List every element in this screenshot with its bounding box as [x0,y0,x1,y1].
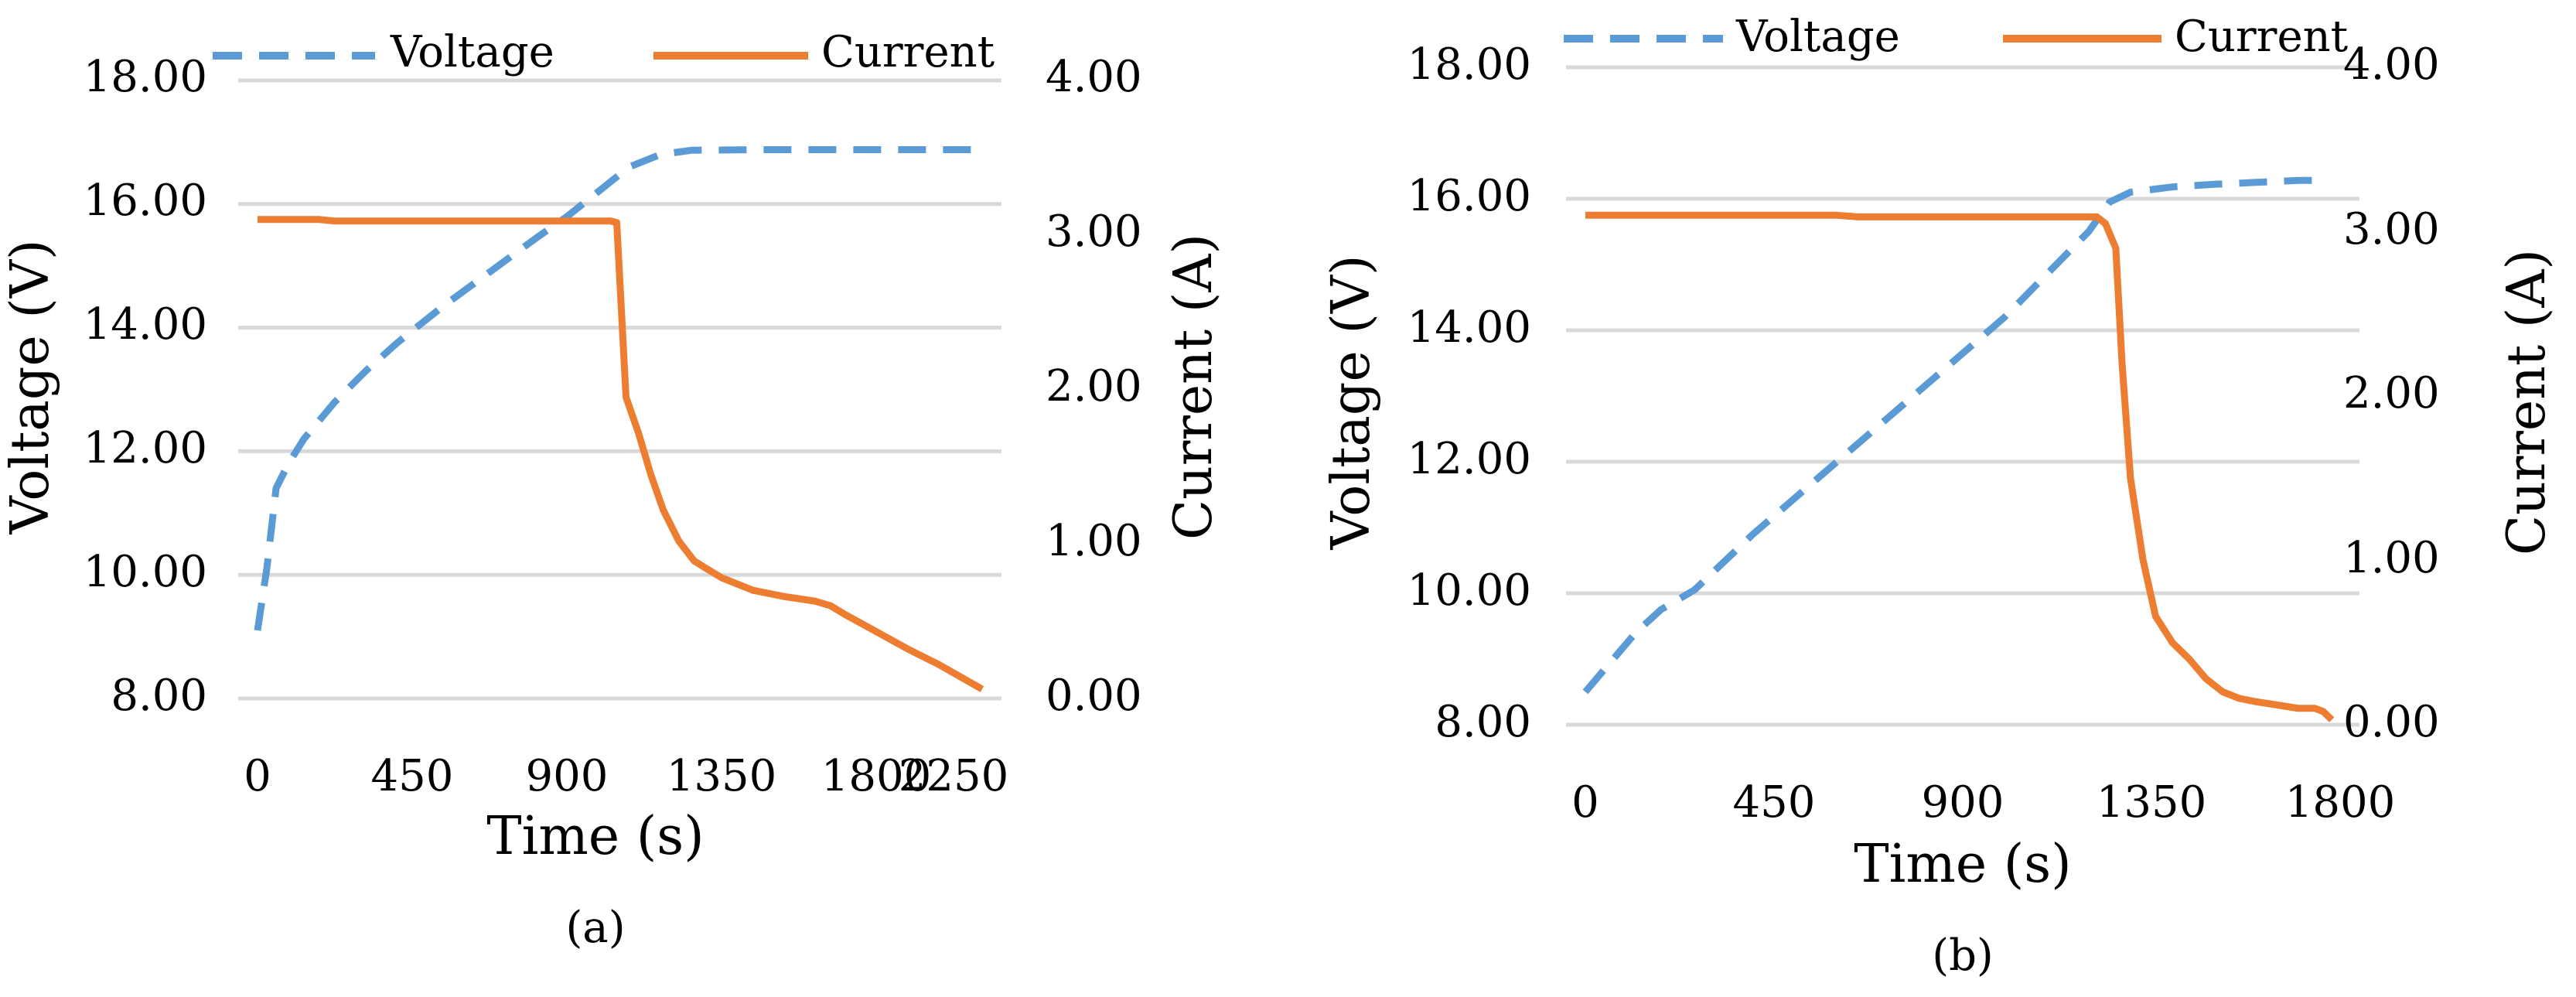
chart-a-right-axis-title: Current (A) [1163,234,1224,540]
chart-b-ytick-left: 8.00 [1435,697,1531,747]
chart-a-xtick: 0 [244,751,271,801]
chart-b-ytick-right: 2.00 [2343,368,2440,418]
chart-a-voltage-series [254,146,982,631]
chart-b-ytick-right: 3.00 [2343,204,2440,254]
chart-a-ytick-right: 3.00 [1046,207,1142,257]
chart-a-ytick-left: 12.00 [84,423,207,473]
chart-a-legend-current-label: Current [821,27,995,77]
chart-b-caption: (b) [1932,930,1994,981]
chart-a-ytick-left: 10.00 [84,547,207,597]
chart-a-ytick-right: 1.00 [1046,516,1142,566]
chart-b-left-axis-title: Voltage (V) [1321,255,1382,551]
chart-b-right-axis-ticks: 0.00 1.00 2.00 3.00 4.00 [2343,39,2440,747]
chart-a-gridlines [238,78,1001,701]
chart-a-xtick: 1800 [821,751,932,801]
chart-b-x-axis-title: Time (s) [1854,834,2071,895]
chart-b-legend: Voltage Current [1564,12,2349,62]
chart-b-ytick-left: 10.00 [1407,565,1531,616]
current-series-line [1585,211,2335,722]
chart-a-xtick: 900 [526,751,609,801]
chart-b-ytick-right: 0.00 [2343,697,2440,747]
chart-a-xtick: 450 [371,751,454,801]
chart-b-legend-current-label: Current [2175,12,2349,62]
chart-b-ytick-left: 18.00 [1407,39,1531,90]
current-series-line [258,216,984,692]
chart-a-xtick: 2250 [899,751,1009,801]
chart-a-x-axis-ticks: 0 450 900 1350 1800 2250 [244,751,1008,801]
chart-b-legend-voltage-label: Voltage [1735,12,1900,62]
chart-b-ytick-right: 4.00 [2343,39,2440,90]
chart-a-current-series [258,216,984,692]
chart-b-voltage-series [1582,176,2324,695]
chart-a-ytick-left: 18.00 [84,52,207,102]
chart-b-x-axis-ticks: 0 450 900 1350 1800 [1571,777,2395,828]
chart-b-ytick-left: 14.00 [1407,302,1531,353]
chart-b-right-axis-title: Current (A) [2496,249,2557,555]
chart-a-right-axis-ticks: 0.00 1.00 2.00 3.00 4.00 [1046,52,1142,721]
voltage-series-line [254,146,982,631]
voltage-series-line [1582,176,2324,695]
chart-b-xtick: 0 [1571,777,1599,828]
chart-b-xtick: 450 [1733,777,1816,828]
chart-a-caption: (a) [565,903,625,953]
chart-b-left-axis-ticks: 8.00 10.00 12.00 14.00 16.00 18.00 [1407,39,1531,747]
chart-b-xtick: 1800 [2285,777,2396,828]
chart-a-ytick-left: 16.00 [84,176,207,226]
chart-a-left-axis-title: Voltage (V) [0,240,61,535]
chart-b-current-series [1585,211,2335,722]
chart-a-left-axis-ticks: 8.00 10.00 12.00 14.00 16.00 18.00 [84,52,207,721]
chart-a-ytick-right: 2.00 [1046,361,1142,411]
chart-a-xtick: 1350 [667,751,777,801]
chart-a-ytick-left: 8.00 [111,671,207,721]
chart-a-legend-voltage-label: Voltage [390,27,554,77]
chart-a-ytick-right: 4.00 [1046,52,1142,102]
chart-b-xtick: 1350 [2097,777,2207,828]
chart-b-ytick-right: 1.00 [2343,533,2440,583]
chart-b-xtick: 900 [1922,777,2005,828]
chart-a-legend: Voltage Current [213,27,995,77]
chart-a-ytick-right: 0.00 [1046,671,1142,721]
chart-a: Voltage Current 8.00 10.00 12.00 14.00 1… [0,27,1224,953]
chart-b: Voltage Current 8.00 10.00 12.00 14.00 1… [1321,12,2557,981]
chart-b-gridlines [1566,65,2359,727]
chart-a-x-axis-title: Time (s) [486,806,704,867]
chart-b-ytick-left: 16.00 [1407,171,1531,221]
chart-b-ytick-left: 12.00 [1407,434,1531,484]
chart-a-ytick-left: 14.00 [84,299,207,350]
